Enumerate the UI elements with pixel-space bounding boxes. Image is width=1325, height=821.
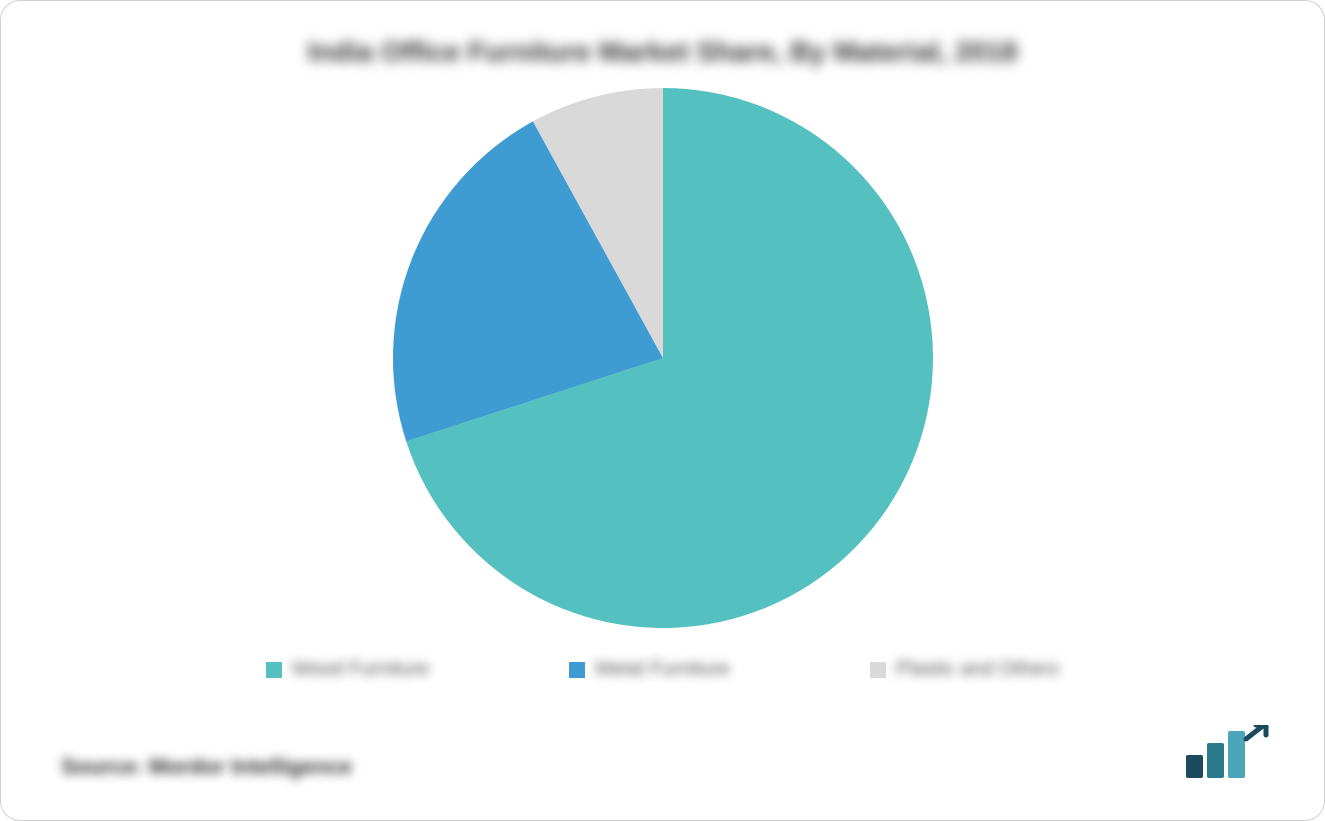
chart-container: India Office Furniture Market Share, By …	[1, 1, 1324, 820]
legend-item: Metal Furniture	[569, 658, 730, 681]
legend-item: Plastic and Others	[870, 658, 1059, 681]
legend-swatch	[569, 662, 585, 678]
legend-label: Wood Furniture	[292, 658, 429, 681]
source-attribution: Source: Mordor Intelligence	[61, 754, 352, 780]
chart-title: India Office Furniture Market Share, By …	[308, 36, 1018, 68]
brand-logo	[1184, 725, 1269, 780]
legend-label: Plastic and Others	[896, 658, 1059, 681]
legend-swatch	[266, 662, 282, 678]
legend-swatch	[870, 662, 886, 678]
legend-label: Metal Furniture	[595, 658, 730, 681]
pie-chart	[393, 88, 933, 628]
legend-item: Wood Furniture	[266, 658, 429, 681]
chart-legend: Wood Furniture Metal Furniture Plastic and…	[1, 658, 1324, 681]
